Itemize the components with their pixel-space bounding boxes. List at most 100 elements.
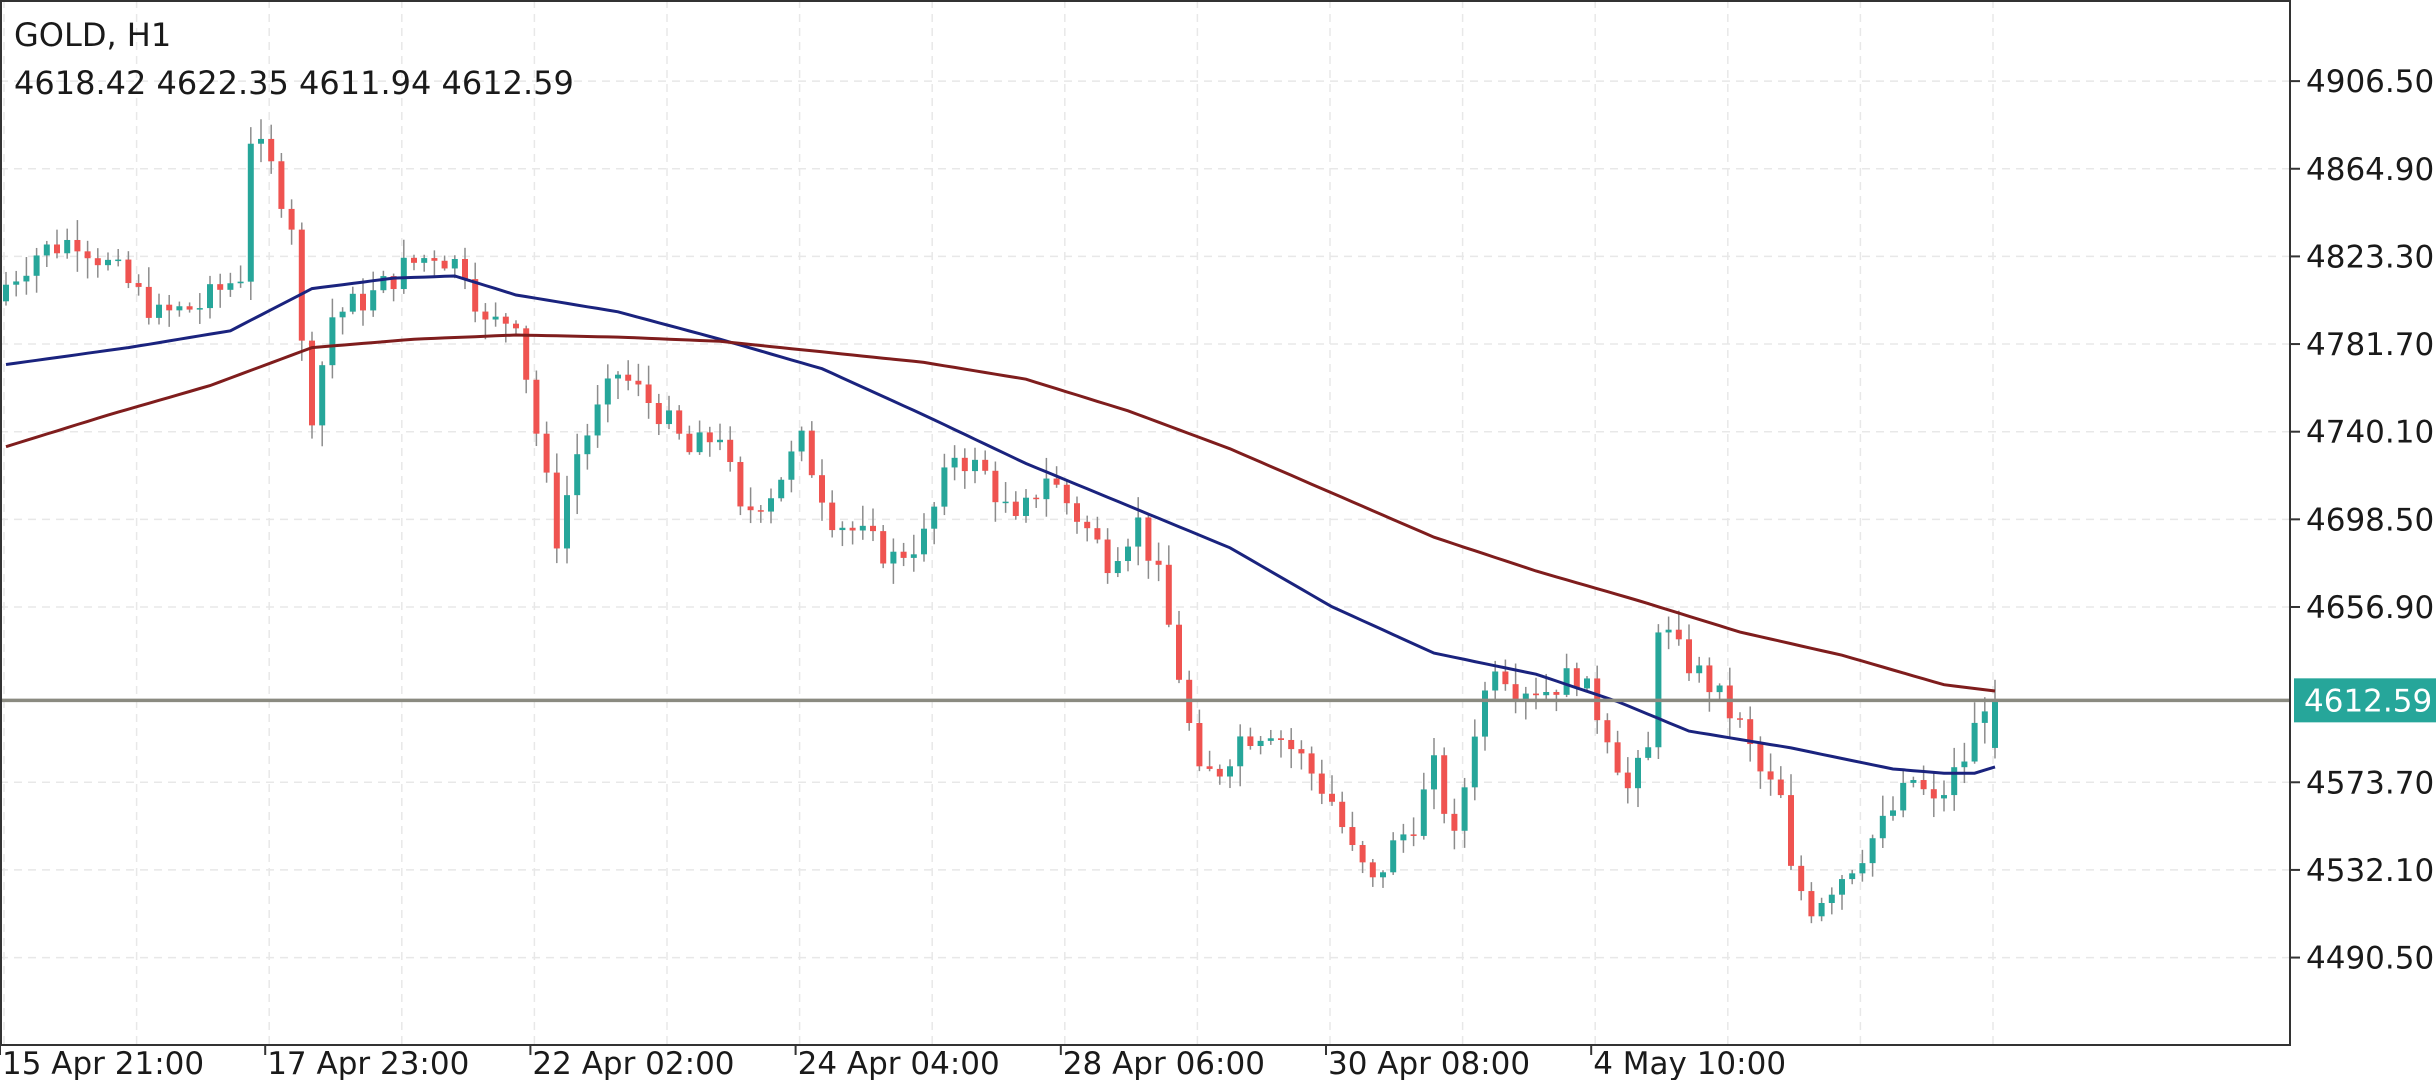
candle-body-bull xyxy=(594,404,601,436)
candle-body-bull xyxy=(319,365,326,426)
candle-body-bull xyxy=(1890,810,1896,816)
candle-body-bear xyxy=(808,430,815,476)
candle-body-bear xyxy=(1155,560,1162,565)
candle-body-bull xyxy=(1237,736,1244,767)
candle-body-bear xyxy=(1675,629,1682,640)
candle-body-bull xyxy=(1563,668,1570,695)
candle-body-bear xyxy=(268,138,275,162)
candle-body-bull xyxy=(1839,879,1845,895)
candle-body-bull xyxy=(156,304,162,318)
candle-body-bear xyxy=(1359,845,1366,863)
candle-body-bear xyxy=(1339,801,1346,828)
ohlc-readout: 4618.42 4622.35 4611.94 4612.59 xyxy=(14,64,574,102)
candle-body-bear xyxy=(1686,639,1692,674)
candle-body-bear xyxy=(1176,624,1182,680)
candle-body-bear xyxy=(543,433,550,473)
candle-body-bear xyxy=(1247,736,1254,746)
candle-body-bear xyxy=(870,525,876,532)
candle-body-bull xyxy=(666,410,672,425)
candle-body-bear xyxy=(1104,539,1111,574)
candle-body-bull xyxy=(1522,693,1529,700)
candle-body-bull xyxy=(1818,903,1825,917)
candle-body-bear xyxy=(1808,891,1815,917)
candle-body-bull xyxy=(798,430,805,452)
candle-body-bear xyxy=(411,257,417,263)
candle-body-bear xyxy=(288,208,295,230)
candle-body-bull xyxy=(247,143,254,282)
candle-body-bear xyxy=(1614,742,1621,773)
candle-body-bull xyxy=(615,374,621,379)
candle-body-bull xyxy=(1461,787,1468,831)
chart-title: GOLD, H1 xyxy=(14,16,171,54)
candle-body-bear xyxy=(686,433,693,453)
candle-body-bear xyxy=(482,311,489,320)
candle-body-bull xyxy=(584,435,591,455)
candle-body-bull xyxy=(717,439,723,443)
candle-body-bear xyxy=(1165,564,1172,625)
candle-body-bear xyxy=(74,239,81,252)
candle-body-bear xyxy=(1767,771,1774,780)
x-tick-label: 28 Apr 06:00 xyxy=(1063,1046,1265,1080)
candle-body-bull xyxy=(1267,738,1274,741)
candle-body-bull xyxy=(1981,711,1988,723)
x-tick-label: 17 Apr 23:00 xyxy=(267,1046,469,1080)
candle-body-bear xyxy=(553,472,560,549)
candle-body-bear xyxy=(1206,766,1213,769)
candle-body-bull xyxy=(421,258,428,263)
candle-body-bull xyxy=(3,284,9,302)
current-price-tag: 4612.59 xyxy=(2294,678,2436,723)
candles xyxy=(3,119,1998,924)
current-price-tag-label: 4612.59 xyxy=(2304,683,2432,719)
candle-body-bear xyxy=(1930,789,1937,799)
candle-body-bull xyxy=(931,506,938,529)
candle-body-bull xyxy=(33,255,40,276)
candle-body-bull xyxy=(1431,755,1437,790)
candle-body-bull xyxy=(1635,757,1641,789)
y-tick-label: 4781.70 xyxy=(2306,327,2434,363)
candle-body-bear xyxy=(1288,739,1295,750)
candle-body-bear xyxy=(186,306,193,310)
candle-body-bull xyxy=(400,257,407,290)
candle-body-bear xyxy=(706,432,713,443)
candle-body-bull xyxy=(574,454,581,496)
candle-body-bull xyxy=(207,284,213,309)
candle-body-bear xyxy=(880,531,887,564)
candle-body-bull xyxy=(1390,840,1397,873)
candle-body-bull xyxy=(1849,873,1856,880)
current-price-tag-bg xyxy=(2294,678,2436,723)
candle-body-bear xyxy=(982,459,989,471)
candle-body-bull xyxy=(227,283,234,290)
candle-body-bull xyxy=(13,281,20,285)
candle-body-bull xyxy=(115,259,122,262)
candle-body-bull xyxy=(921,528,927,555)
candle-body-bull xyxy=(329,317,336,366)
x-tick-label: 22 Apr 02:00 xyxy=(532,1046,734,1080)
y-tick-label: 4532.10 xyxy=(2306,853,2434,889)
candle-body-bull xyxy=(972,459,978,472)
candle-body-bull xyxy=(768,498,774,512)
candle-body-bear xyxy=(1553,691,1560,695)
y-tick-label: 4656.90 xyxy=(2306,590,2434,626)
candle-body-bear xyxy=(217,284,224,290)
candle-body-bull xyxy=(370,290,377,311)
candle-body-bull xyxy=(1645,747,1652,758)
candle-body-bear xyxy=(533,379,540,434)
candle-body-bear xyxy=(298,229,305,341)
candle-body-bear xyxy=(309,340,315,426)
candle-body-bear xyxy=(1012,501,1019,516)
x-tick-label: 30 Apr 08:00 xyxy=(1328,1046,1530,1080)
candle-body-bear xyxy=(1053,478,1060,485)
candle-body-bear xyxy=(1747,719,1754,745)
x-axis: 15 Apr 21:00 17 Apr 23:00 22 Apr 02:00 24 A… xyxy=(0,1045,1786,1080)
candle-body-bull xyxy=(451,258,458,269)
candle-body-bull xyxy=(1023,497,1029,516)
ma-fast-line xyxy=(5,274,1996,775)
y-tick-label: 4740.10 xyxy=(2306,415,2434,451)
candle-body-bear xyxy=(94,258,101,266)
candle-body-bull xyxy=(1961,761,1968,768)
candle-body-bull xyxy=(1941,795,1947,799)
candle-body-bull xyxy=(1114,561,1121,574)
candle-body-bull xyxy=(1665,629,1672,633)
candle-body-bull xyxy=(1135,517,1142,547)
